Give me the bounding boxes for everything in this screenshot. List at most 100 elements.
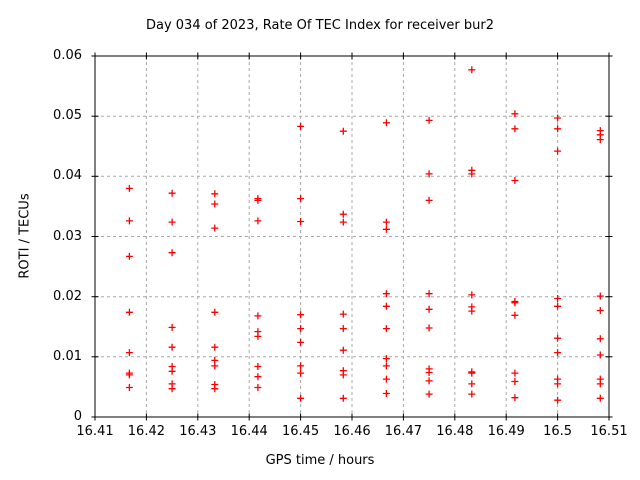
- data-point-marker: [382, 302, 390, 310]
- x-tick-label: 16.49: [487, 424, 525, 439]
- data-point-marker: [168, 249, 176, 257]
- data-point-marker: [596, 307, 604, 314]
- x-tick-label: 16.46: [333, 424, 371, 439]
- data-point-marker: [468, 170, 476, 178]
- data-point-marker: [382, 218, 390, 226]
- x-tick-label: 16.47: [384, 424, 422, 439]
- data-point-marker: [339, 218, 347, 226]
- data-point-marker: [211, 362, 219, 370]
- data-point-marker: [554, 396, 562, 404]
- data-point-marker: [168, 323, 176, 331]
- data-point-marker: [511, 378, 519, 385]
- data-point-marker: [425, 369, 433, 376]
- y-tick-label: 0.02: [53, 288, 82, 304]
- data-point-marker: [425, 324, 433, 332]
- data-point-marker: [254, 363, 262, 370]
- data-point-marker: [168, 343, 176, 351]
- data-point-marker: [211, 190, 219, 198]
- data-point-marker: [596, 351, 604, 359]
- data-point-marker: [554, 114, 562, 122]
- data-point-marker: [297, 325, 305, 333]
- data-point-marker: [254, 332, 262, 340]
- data-point-marker: [554, 334, 562, 342]
- data-point-marker: [596, 380, 604, 388]
- data-point-marker: [125, 384, 133, 391]
- data-point-marker: [554, 295, 562, 302]
- data-point-marker: [297, 218, 305, 225]
- data-point-marker: [254, 373, 262, 381]
- data-point-marker: [596, 292, 604, 300]
- data-point-marker: [596, 394, 604, 402]
- data-point-marker: [211, 200, 219, 208]
- data-point-marker: [297, 369, 305, 377]
- x-axis-label: GPS time / hours: [265, 453, 375, 468]
- data-point-marker: [511, 311, 519, 319]
- data-point-marker: [511, 125, 519, 133]
- y-tick-label: 0.05: [53, 108, 82, 124]
- data-point-marker: [554, 125, 562, 133]
- data-point-marker: [596, 136, 604, 144]
- data-point-marker: [339, 325, 347, 333]
- data-point-marker: [425, 196, 433, 204]
- data-point-marker: [382, 355, 390, 363]
- data-point-marker: [339, 371, 347, 379]
- data-point-marker: [382, 119, 390, 127]
- data-point-marker: [168, 385, 176, 393]
- y-tick-label: 0.03: [53, 228, 82, 244]
- data-point-marker: [382, 325, 390, 333]
- data-point-marker: [211, 343, 219, 351]
- data-point-marker: [468, 66, 476, 74]
- data-point-marker: [382, 375, 390, 383]
- x-tick-label: 16.44: [230, 424, 268, 439]
- chart-title: Day 034 of 2023, Rate Of TEC Index for r…: [145, 18, 495, 33]
- data-point-marker: [511, 394, 519, 402]
- data-point-marker: [554, 302, 562, 310]
- y-tick-label: 0.04: [53, 168, 82, 184]
- x-tick-label: 16.45: [281, 424, 320, 439]
- x-tick-label: 16.51: [590, 424, 628, 439]
- data-point-marker: [254, 196, 262, 204]
- data-point-marker: [596, 335, 604, 343]
- x-tick-label: 16.48: [436, 424, 474, 439]
- data-point-marker: [425, 390, 433, 398]
- data-point-marker: [468, 291, 476, 299]
- data-point-marker: [382, 362, 390, 370]
- data-point-marker: [468, 380, 476, 388]
- data-point-marker: [297, 338, 305, 346]
- data-point-marker: [511, 110, 519, 118]
- x-tick-label: 16.42: [127, 424, 165, 439]
- data-point-marker: [125, 217, 133, 225]
- data-point-marker: [339, 394, 347, 402]
- data-point-marker: [254, 217, 262, 225]
- data-point-marker: [425, 377, 433, 385]
- data-point-marker: [125, 308, 133, 316]
- data-point-marker: [554, 380, 562, 388]
- data-point-marker: [425, 305, 433, 313]
- data-point-marker: [297, 311, 305, 319]
- data-point-marker: [382, 290, 390, 298]
- data-point-marker: [125, 371, 133, 379]
- data-point-marker: [339, 346, 347, 354]
- data-point-marker: [468, 307, 476, 315]
- data-point-marker: [297, 394, 305, 402]
- data-point-marker: [554, 349, 562, 357]
- data-point-marker: [382, 390, 390, 397]
- y-tick-label: 0: [73, 409, 82, 424]
- data-point-marker: [468, 369, 476, 377]
- data-point-marker: [554, 147, 562, 155]
- data-point-marker: [125, 252, 133, 260]
- data-point-marker: [425, 170, 433, 178]
- data-point-marker: [254, 384, 262, 391]
- data-point-marker: [254, 312, 262, 320]
- data-point-marker: [297, 122, 305, 130]
- data-point-marker: [168, 218, 176, 226]
- data-point-marker: [168, 367, 176, 375]
- data-point-marker: [425, 116, 433, 124]
- data-point-marker: [125, 184, 133, 192]
- x-tick-label: 16.5: [543, 424, 573, 439]
- data-point-marker: [339, 310, 347, 318]
- data-point-marker: [339, 127, 347, 135]
- y-tick-label: 0.06: [53, 48, 82, 63]
